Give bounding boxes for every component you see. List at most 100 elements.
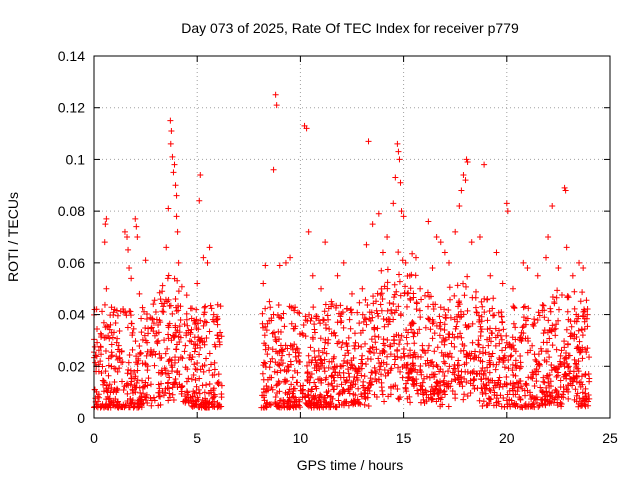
data-point — [100, 319, 107, 326]
data-point — [112, 319, 119, 326]
data-point — [571, 331, 578, 338]
data-point — [479, 350, 486, 357]
data-point — [565, 364, 572, 371]
data-point — [398, 208, 405, 215]
data-point — [407, 399, 414, 406]
data-point — [194, 360, 201, 367]
data-point — [165, 358, 172, 365]
data-point — [563, 326, 570, 333]
data-point — [111, 378, 118, 385]
data-point — [291, 307, 298, 314]
data-point — [546, 335, 553, 342]
data-point — [267, 304, 274, 311]
data-point — [461, 375, 468, 382]
data-point — [337, 302, 344, 309]
data-point — [534, 316, 541, 323]
data-point — [499, 280, 506, 287]
data-point — [281, 366, 288, 373]
data-point — [175, 356, 182, 363]
data-point — [416, 307, 423, 314]
data-point — [402, 259, 409, 266]
data-point — [425, 303, 432, 310]
data-point — [533, 358, 540, 365]
data-point — [358, 365, 365, 372]
data-point — [456, 202, 463, 209]
data-point — [262, 262, 269, 269]
data-point — [540, 378, 547, 385]
data-point — [404, 290, 411, 297]
data-point — [307, 317, 314, 324]
data-point — [454, 333, 461, 340]
data-point — [455, 362, 462, 369]
data-point — [207, 302, 214, 309]
data-point — [96, 394, 103, 401]
data-point — [493, 249, 500, 256]
data-point — [187, 351, 194, 358]
data-point — [500, 394, 507, 401]
data-point — [417, 382, 424, 389]
data-point — [418, 296, 425, 303]
data-point — [275, 403, 282, 410]
data-point — [426, 293, 433, 300]
data-point — [456, 298, 463, 305]
data-point — [563, 244, 570, 251]
data-point — [213, 316, 220, 323]
data-point — [354, 377, 361, 384]
data-point — [573, 311, 580, 318]
data-point — [377, 291, 384, 298]
data-point — [586, 375, 593, 382]
data-point — [375, 333, 382, 340]
data-point — [545, 375, 552, 382]
data-point — [531, 383, 538, 390]
data-point — [463, 379, 470, 386]
data-point — [451, 292, 458, 299]
data-point — [378, 267, 385, 274]
data-point — [286, 386, 293, 393]
data-point — [310, 401, 317, 408]
data-point — [197, 171, 204, 178]
data-point — [422, 349, 429, 356]
data-point — [531, 320, 538, 327]
data-point — [510, 391, 517, 398]
data-point — [375, 355, 382, 362]
data-point — [487, 325, 494, 332]
y-tick-label: 0 — [77, 410, 85, 426]
data-point — [116, 365, 123, 372]
data-point — [183, 378, 190, 385]
data-point — [490, 295, 497, 302]
data-point — [279, 360, 286, 367]
data-point — [158, 380, 165, 387]
data-point — [183, 332, 190, 339]
data-point — [172, 354, 179, 361]
data-point — [517, 359, 524, 366]
data-point — [321, 308, 328, 315]
data-point — [165, 331, 172, 338]
data-point — [108, 329, 115, 336]
data-point — [215, 335, 222, 342]
data-point — [558, 403, 565, 410]
data-point — [503, 332, 510, 339]
data-point — [396, 278, 403, 285]
data-point — [531, 316, 538, 323]
data-point — [132, 338, 139, 345]
data-point — [391, 281, 398, 288]
data-point — [475, 341, 482, 348]
data-point — [362, 340, 369, 347]
data-point — [509, 285, 516, 292]
data-point — [491, 379, 498, 386]
data-point — [387, 367, 394, 374]
data-point — [369, 343, 376, 350]
data-point — [521, 387, 528, 394]
data-point — [101, 301, 108, 308]
data-point — [441, 249, 448, 256]
data-point — [186, 337, 193, 344]
data-point — [325, 316, 332, 323]
data-point — [409, 250, 416, 257]
data-point — [178, 283, 185, 290]
data-point — [542, 396, 549, 403]
data-point — [498, 336, 505, 343]
data-point — [106, 395, 113, 402]
data-point — [173, 192, 180, 199]
data-point — [127, 367, 134, 374]
data-point — [464, 307, 471, 314]
